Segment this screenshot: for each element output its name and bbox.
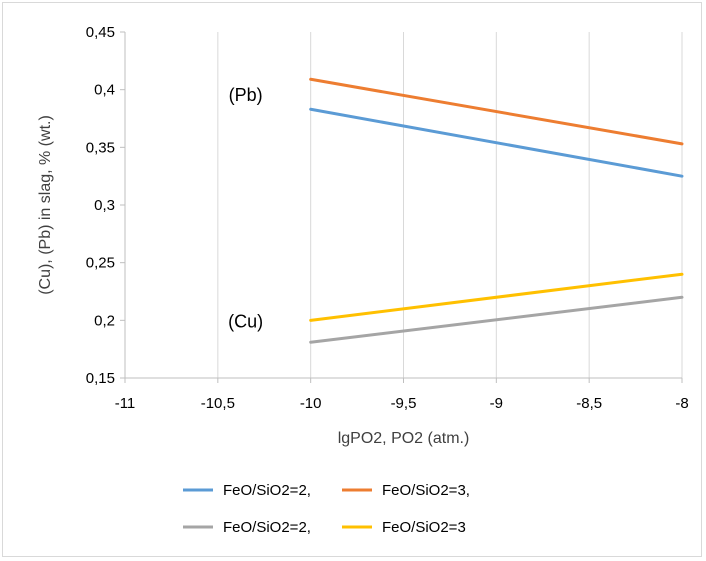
x-tick-label-0: -11 bbox=[115, 395, 136, 412]
y-tick-label-3: 0,3 bbox=[94, 197, 115, 214]
annotation-1: (Cu) bbox=[228, 311, 263, 331]
x-axis-title: lgPO2, PO2 (atm.) bbox=[338, 430, 470, 447]
annotation-0: (Pb) bbox=[229, 85, 263, 105]
legend-label-3: FeO/SiO2=3 bbox=[382, 519, 466, 536]
y-axis-title: (Cu), (Pb) in slag, % (wt.) bbox=[37, 115, 54, 295]
x-tick-label-6: -8 bbox=[675, 395, 688, 412]
legend: FeO/SiO2=2, FeO/SiO2=3, FeO/SiO2=2, FeO/SiO… bbox=[183, 482, 470, 536]
series-line-2 bbox=[309, 295, 684, 344]
y-tick-label-6: 0,45 bbox=[86, 24, 115, 41]
x-tick-label-5: -8,5 bbox=[576, 395, 602, 412]
legend-label-2: FeO/SiO2=2, bbox=[223, 519, 311, 536]
grid-lines bbox=[124, 32, 683, 378]
legend-label-0: FeO/SiO2=2, bbox=[223, 482, 311, 499]
legend-label-1: FeO/SiO2=3, bbox=[382, 482, 470, 499]
y-tick-label-1: 0,2 bbox=[94, 312, 115, 329]
series-line-0 bbox=[309, 107, 684, 178]
y-tick-label-5: 0,4 bbox=[94, 82, 115, 99]
x-tick-labels: -11 -10,5 -10 -9,5 -9 -8,5 -8 bbox=[115, 395, 689, 412]
y-tick-label-2: 0,25 bbox=[86, 255, 115, 272]
x-tick-label-4: -9 bbox=[490, 395, 503, 412]
y-tick-label-4: 0,35 bbox=[86, 139, 115, 156]
y-tick-label-0: 0,15 bbox=[86, 370, 115, 387]
x-tick-label-1: -10,5 bbox=[201, 395, 235, 412]
annotations: (Pb) (Cu) bbox=[228, 85, 263, 331]
x-tick-label-2: -10 bbox=[300, 395, 322, 412]
y-tick-labels: 0,15 0,2 0,25 0,3 0,35 0,4 0,45 bbox=[86, 24, 115, 387]
axes bbox=[120, 31, 683, 383]
x-tick-label-3: -9,5 bbox=[391, 395, 417, 412]
series-lines bbox=[309, 77, 684, 344]
series-line-3 bbox=[309, 272, 684, 322]
series-line-1 bbox=[309, 77, 684, 146]
